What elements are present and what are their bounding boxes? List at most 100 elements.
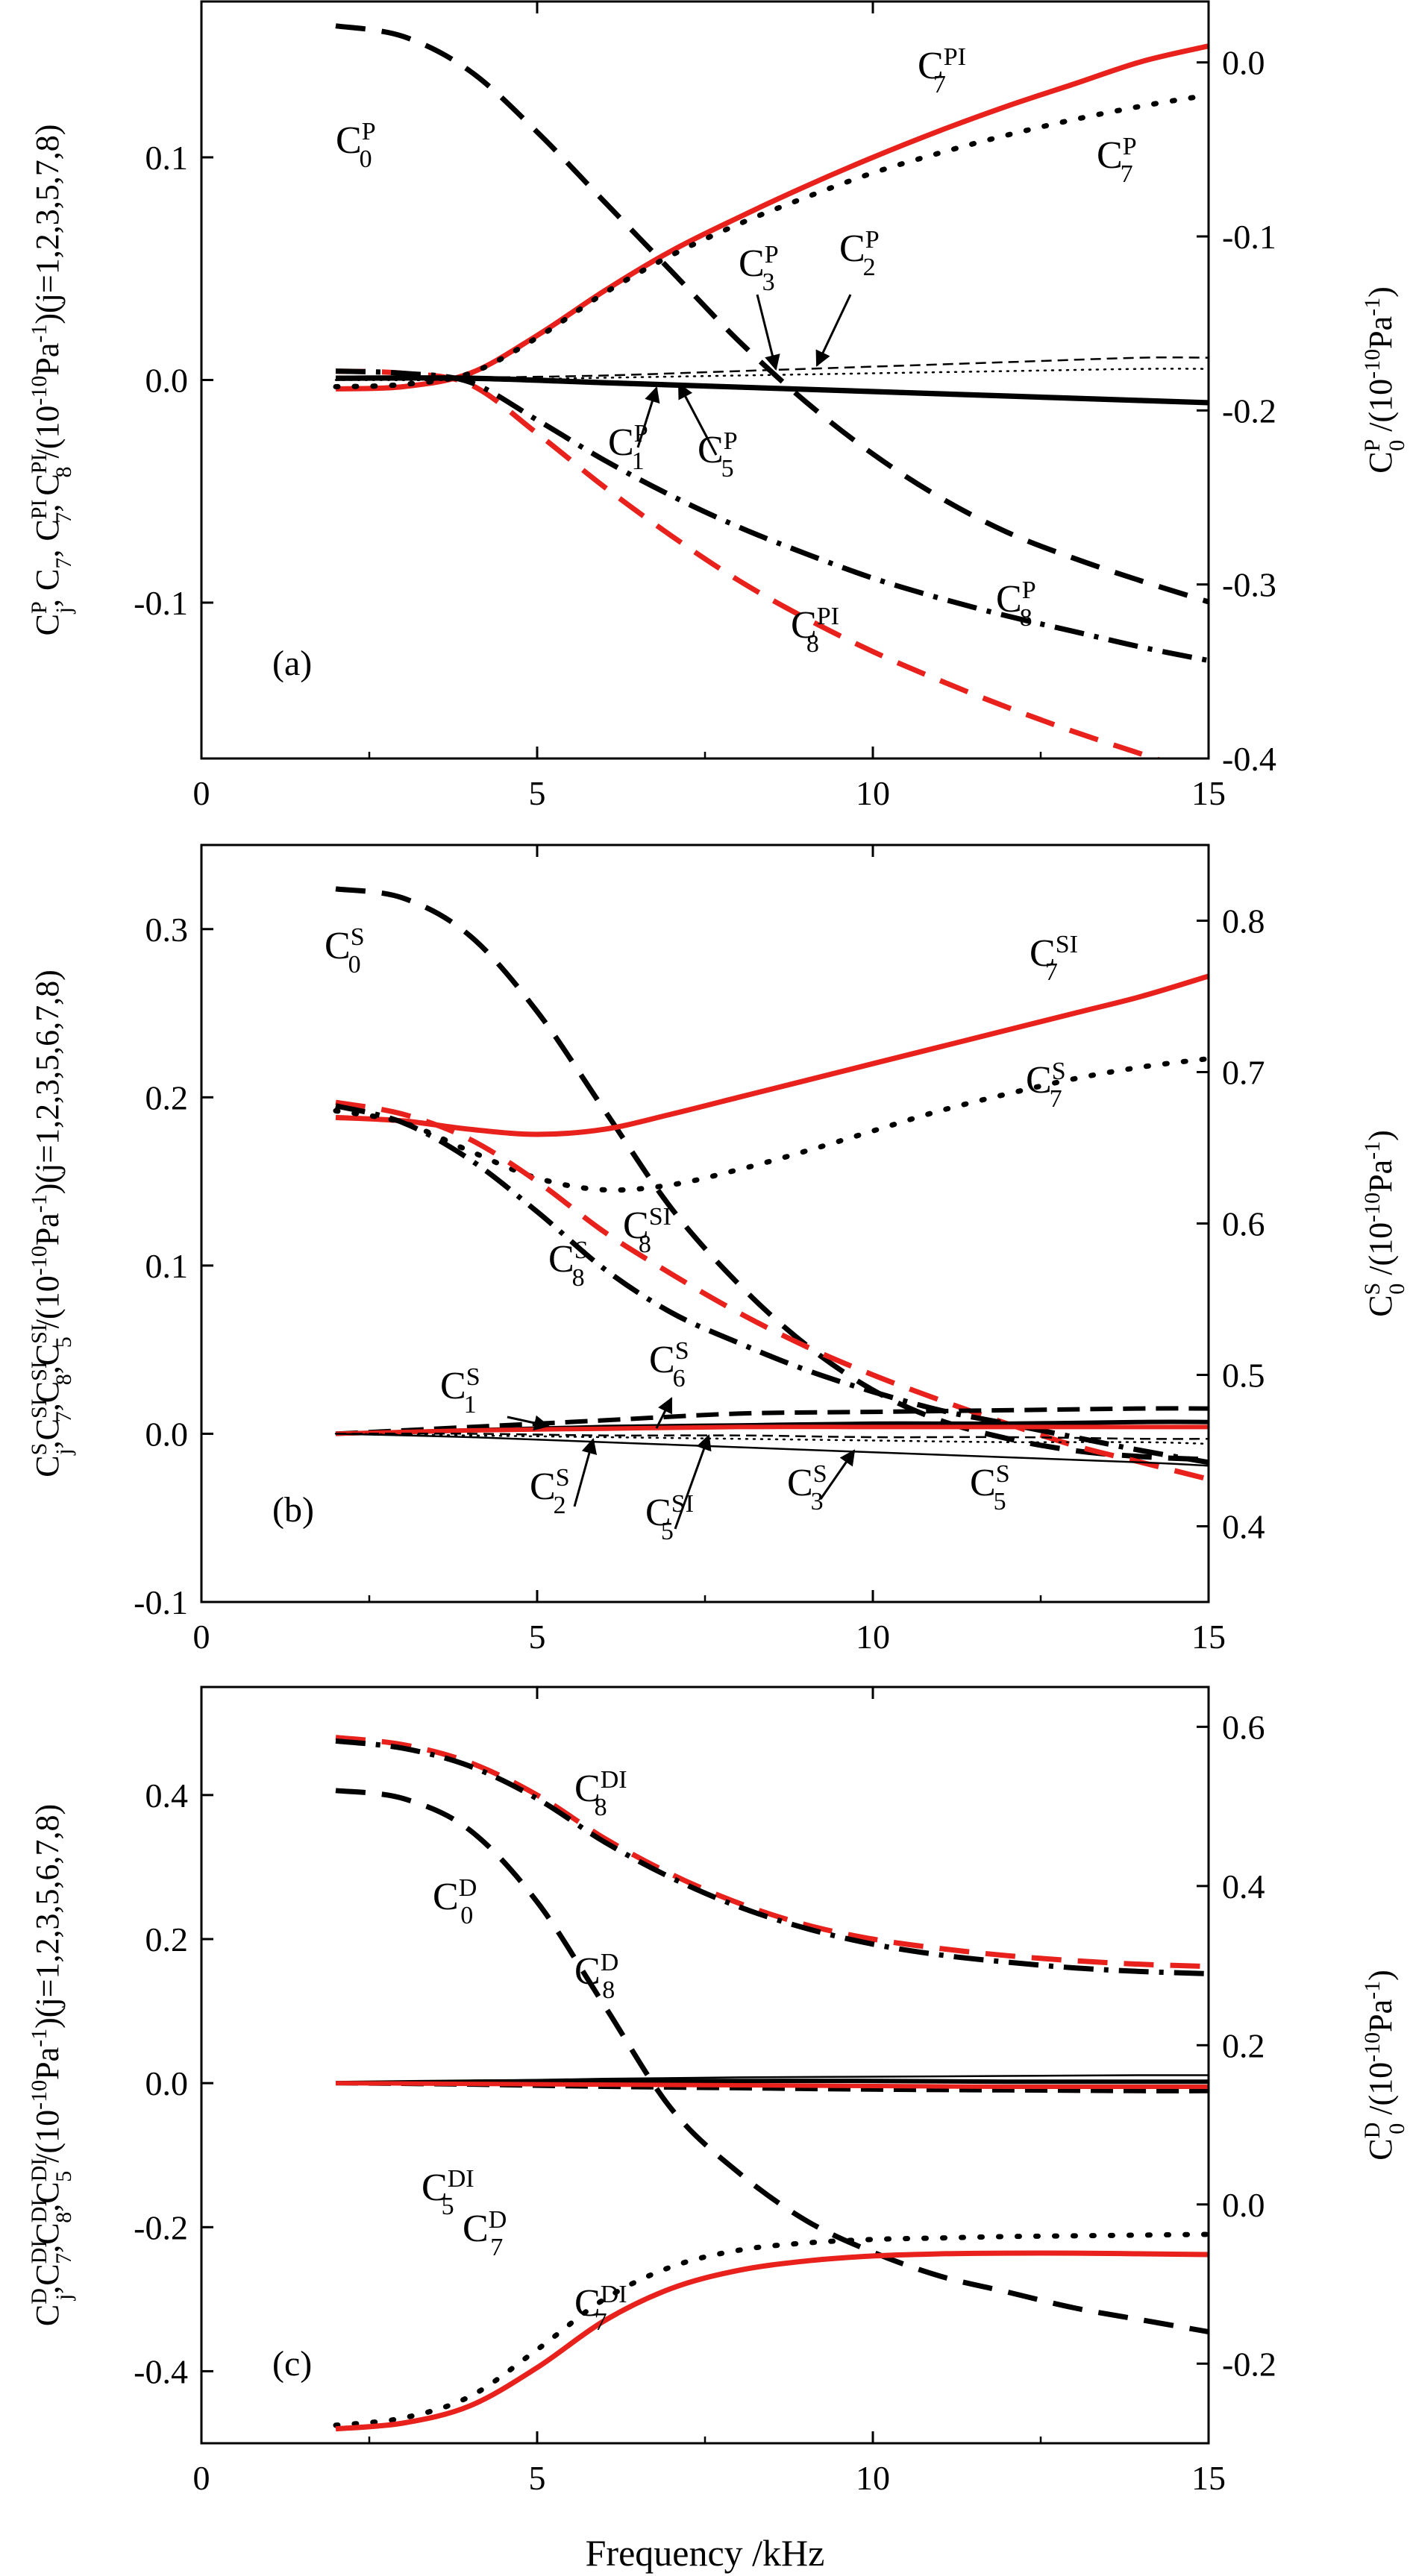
y-tick-label-right: 0.0 <box>1222 2186 1265 2224</box>
series-group <box>333 23 1209 758</box>
y-tick-label-right: 0.4 <box>1222 1508 1265 1546</box>
panel-label: (a) <box>272 644 312 683</box>
y-tick-label-left: 0.0 <box>145 362 189 400</box>
annotation-C8SI: CSI 8 <box>623 1203 671 1258</box>
x-tick-label: 0 <box>193 1618 210 1656</box>
annotation-arrow <box>636 386 660 448</box>
series-C0P <box>335 23 1209 605</box>
series-C8SI <box>335 1099 1209 1482</box>
annotation-arrow <box>815 294 852 367</box>
y-axis-label-right: CP0 /(10-10Pa-1) <box>1360 286 1409 474</box>
annotation-C7S: CS 7 <box>1026 1058 1066 1113</box>
annotation-C7P: CP 7 <box>1097 133 1137 188</box>
series-C2P <box>335 356 1209 381</box>
annotation-C8S: CS 8 <box>548 1237 589 1292</box>
x-tick-label: 15 <box>1191 2459 1226 2497</box>
y-axis-label-right: CS0 /(10-10Pa-1) <box>1360 1130 1409 1317</box>
annotation-C0D: CD 0 <box>433 1874 477 1929</box>
y-tick-label-left: 0.0 <box>145 1415 189 1453</box>
series-C3S <box>334 1433 1209 1445</box>
x-tick-label: 10 <box>856 2459 890 2497</box>
annotation-arrow <box>819 1449 856 1500</box>
panel-label: (b) <box>272 1490 314 1530</box>
y-tick-label-left: 0.1 <box>145 1247 189 1285</box>
series-C0S <box>335 886 1209 1463</box>
series-C5DI <box>335 2081 1209 2090</box>
annotation-arrow <box>573 1437 598 1507</box>
y-tick-label-right: 0.8 <box>1222 902 1265 940</box>
annotation-C5DI: CDI 5 <box>422 2165 474 2220</box>
y-tick-label-left: -0.1 <box>134 1583 188 1621</box>
series-C5S <box>335 1433 1209 1467</box>
series-C7SI <box>335 973 1209 1137</box>
series-C8DI <box>335 1735 1209 1970</box>
annotation-C0S: CS 0 <box>325 923 365 978</box>
annotation-C8D: CD 8 <box>574 1949 618 2004</box>
y-axis-label-right-group: CS0 /(10-10Pa-1) <box>1360 1130 1409 1317</box>
series-C0D <box>335 1788 1209 2335</box>
y-tick-label-right: 0.5 <box>1222 1357 1265 1395</box>
annotation-C8P: CP 8 <box>996 577 1036 632</box>
y-axis-label-right-group: CP0 /(10-10Pa-1) <box>1360 286 1409 474</box>
annotation-C7PI: CPI 7 <box>918 43 966 98</box>
y-tick-label-left: 0.4 <box>145 1777 189 1815</box>
annotation-C2S: CS 2 <box>530 1464 570 1519</box>
annotation-arrow <box>507 1415 551 1431</box>
series-group <box>333 886 1209 1482</box>
x-axis-label: Frequency /kHz <box>586 2532 825 2574</box>
y-tick-label-left: 0.1 <box>145 139 189 177</box>
series-C8PI <box>335 368 1164 758</box>
series-group <box>333 1735 1209 2432</box>
annotation-arrow <box>677 383 718 456</box>
annotation-C7SI: CSI 7 <box>1030 931 1078 986</box>
x-tick-label: 15 <box>1191 1618 1226 1656</box>
annotation-C3S: CS 3 <box>787 1460 827 1515</box>
annotation-C5SI: CSI 5 <box>645 1490 694 1545</box>
panel-b: 0 5 10 15 -0.1 0.0 0.1 0.2 0.3 0.4 0.5 0.6 0.7 0.8 (b)… <box>27 844 1409 1656</box>
y-axis-label-left-group: CPj, C7, CPI7, CPI8 /(10-10Pa-1)(j=1,2,3… <box>27 125 76 636</box>
annotation-C7D: CD 7 <box>463 2206 507 2261</box>
series-C8S <box>335 1103 1209 1466</box>
y-axis-label-right-group: CD0 /(10-10Pa-1) <box>1360 1970 1409 2161</box>
x-tick-label: 5 <box>529 2459 546 2497</box>
y-tick-label-left: -0.2 <box>134 2208 188 2246</box>
y-tick-label-right: -0.2 <box>1222 392 1276 430</box>
y-tick-label-left: 0.0 <box>145 2064 189 2102</box>
y-tick-label-left: 0.2 <box>145 1078 189 1116</box>
annotation-C0P: CP 0 <box>336 118 376 173</box>
y-tick-label-left: 0.3 <box>145 911 189 949</box>
annotation-C5P: CP 5 <box>698 427 738 483</box>
y-tick-label-right: 0.7 <box>1222 1054 1265 1092</box>
y-axis-label-left: CPj, C7, CPI7, CPI8 /(10-10Pa-1)(j=1,2,3… <box>27 125 76 636</box>
y-tick-label-right: 0.6 <box>1222 1205 1265 1243</box>
x-tick-label: 5 <box>529 774 546 812</box>
annotation-arrow <box>756 294 780 371</box>
y-axis-label-left-group: CDj,CDI7,CDI8,CDI5 /(10-10Pa-1)(j=1,2,3,… <box>27 1804 76 2326</box>
annotation-C2P: CP 2 <box>839 226 880 281</box>
series-C5D <box>335 2079 1209 2086</box>
x-tick-label: 10 <box>856 774 890 812</box>
y-tick-label-right: 0.0 <box>1222 44 1265 82</box>
y-tick-label-right: -0.2 <box>1222 2345 1276 2383</box>
panels: 0 5 10 15 -0.1 0.0 0.1 -0.4 -0.3 -0.2 -0.1 0.0 (a) CP… <box>27 0 1409 2574</box>
series-C7DI <box>335 2250 1209 2432</box>
annotation-arrow <box>655 1397 673 1429</box>
series-C8D <box>335 1738 1209 1976</box>
plot-frame <box>200 1686 1210 2445</box>
annotation-C1P: CP 1 <box>608 420 648 475</box>
annotation-arrow <box>674 1434 712 1530</box>
annotation-C5S: CS 5 <box>970 1460 1010 1515</box>
annotation-C7DI: CDI 7 <box>574 2281 627 2336</box>
annotation-C8PI: CPI 8 <box>791 603 839 658</box>
y-axis-label-left: CDj,CDI7,CDI8,CDI5 /(10-10Pa-1)(j=1,2,3,… <box>27 1804 76 2326</box>
y-tick-label-left: -0.4 <box>134 2352 188 2390</box>
y-tick-label-right: 0.2 <box>1222 2026 1265 2064</box>
y-axis-label-right: CD0 /(10-10Pa-1) <box>1360 1970 1409 2161</box>
x-tick-label: 0 <box>193 774 210 812</box>
annotation-C6S: CS 6 <box>649 1337 689 1392</box>
series-C1P <box>335 375 1209 405</box>
panel-c: 0 5 10 15 -0.4 -0.2 0.0 0.2 0.4 -0.2 0.0 0.2 0.4 0.6 (… <box>27 1686 1409 2497</box>
y-tick-label-right: 0.6 <box>1222 1708 1265 1746</box>
series-C5P <box>335 378 1209 406</box>
